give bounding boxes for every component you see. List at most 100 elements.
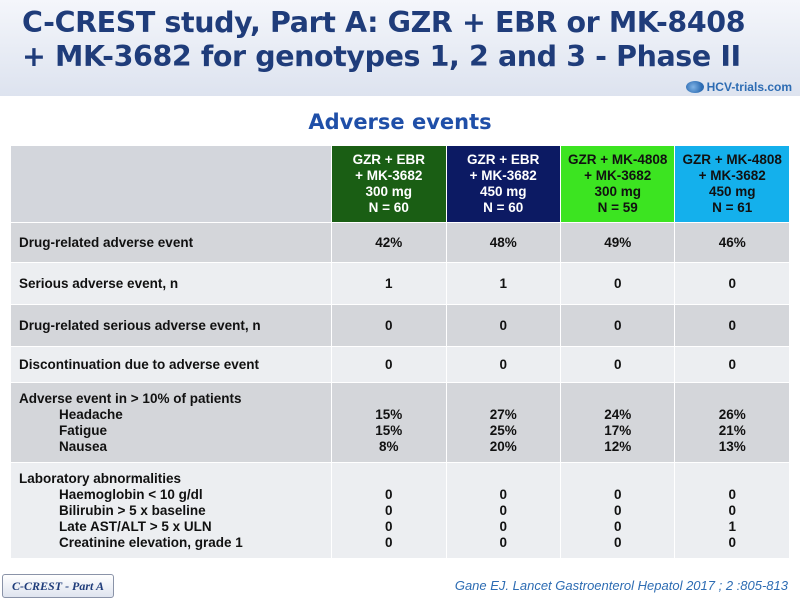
arm-3-line-4: N = 59 [597, 200, 638, 215]
row-value: 0 [499, 502, 507, 518]
row-value: 25% [489, 422, 517, 438]
arm-header-1: GZR + EBR + MK-3682 300 mg N = 60 [331, 145, 447, 223]
arm-header-2: GZR + EBR + MK-3682 450 mg N = 60 [445, 145, 561, 223]
arm-1-line-1: GZR + EBR [352, 152, 425, 167]
arm-3-line-3: 300 mg [594, 184, 641, 199]
row-label: Serious adverse event, n [9, 262, 333, 305]
row-value: 0 [613, 518, 622, 534]
slide-title-line-1: C-CREST study, Part A: GZR + EBR or MK-8… [22, 6, 746, 39]
row-value: 1 [445, 262, 561, 305]
group-heading: Laboratory abnormalities [19, 470, 182, 486]
section-title: Adverse events [308, 110, 492, 134]
row-label-group: Adverse event in > 10% of patients Heada… [9, 382, 333, 463]
row-value-group: 26% 21% 13% [674, 382, 790, 463]
study-tag: C-CREST - Part A [2, 574, 114, 598]
row-value: 0 [331, 346, 447, 383]
citation: Gane EJ. Lancet Gastroenterol Hepatol 20… [454, 578, 788, 593]
arm-header-4: GZR + MK-4808 + MK-3682 450 mg N = 61 [674, 145, 790, 223]
row-value: 0 [728, 486, 736, 502]
row-value-group: 0 0 0 0 [331, 462, 447, 559]
arm-1-line-2: + MK-3682 [355, 168, 423, 183]
row-value: 13% [718, 438, 746, 454]
table-row: Drug-related serious adverse event, n 0 … [9, 304, 790, 347]
row-value: 8% [379, 438, 399, 454]
row-value: 0 [728, 502, 736, 518]
row-value: 0 [559, 304, 676, 347]
arm-2-line-4: N = 60 [483, 200, 524, 215]
title-banner: C-CREST study, Part A: GZR + EBR or MK-8… [0, 0, 800, 96]
row-value: 49% [559, 222, 676, 263]
group-heading: Adverse event in > 10% of patients [19, 390, 242, 406]
sub-item-label: Nausea [59, 438, 108, 454]
table-row: Serious adverse event, n 1 1 0 0 [9, 262, 790, 305]
row-value: 0 [331, 304, 447, 347]
row-label-group: Laboratory abnormalities Haemoglobin < 1… [9, 462, 333, 559]
row-value: 0 [445, 304, 561, 347]
table-header-row: GZR + EBR + MK-3682 300 mg N = 60 GZR + … [9, 145, 790, 223]
row-value: 0 [728, 534, 736, 550]
arm-2-line-2: + MK-3682 [469, 168, 537, 183]
row-value-group: 0 0 1 0 [674, 462, 790, 559]
sub-item-label: Late AST/ALT > 5 x ULN [59, 518, 212, 534]
row-value: 0 [445, 346, 561, 383]
row-value: 12% [604, 438, 632, 454]
header-blank-cell [9, 145, 333, 223]
arm-header-3: GZR + MK-4808 + MK-3682 300 mg N = 59 [559, 145, 676, 223]
sub-item-label: Bilirubin > 5 x baseline [59, 502, 206, 518]
arm-4-line-3: 450 mg [708, 184, 756, 199]
row-value: 21% [718, 422, 746, 438]
row-value: 26% [718, 406, 746, 422]
row-value: 0 [385, 518, 393, 534]
arm-2-line-1: GZR + EBR [467, 152, 540, 167]
row-value: 48% [445, 222, 561, 263]
table-row: Adverse event in > 10% of patients Heada… [9, 382, 790, 463]
row-value: 27% [489, 406, 517, 422]
arm-4-line-1: GZR + MK-4808 [682, 152, 782, 167]
row-value-group: 0 0 0 0 [559, 462, 676, 559]
row-value: 15% [375, 406, 403, 422]
arm-3-line-1: GZR + MK-4808 [568, 152, 668, 167]
slide-title-line-2: + MK-3682 for genotypes 1, 2 and 3 - Pha… [22, 40, 741, 73]
arm-4-line-2: + MK-3682 [698, 168, 766, 183]
row-value: 24% [604, 406, 632, 422]
row-value: 42% [331, 222, 447, 263]
row-label: Drug-related serious adverse event, n [9, 304, 333, 347]
row-value: 0 [499, 518, 507, 534]
brand-name: HCV-trials.com [706, 80, 792, 94]
table-row: Drug-related adverse event 42% 48% 49% 4… [9, 222, 790, 263]
row-value: 0 [613, 486, 622, 502]
sub-item-label: Creatinine elevation, grade 1 [59, 534, 243, 550]
row-value: 0 [674, 304, 790, 347]
row-value: 46% [674, 222, 790, 263]
row-value: 0 [613, 502, 622, 518]
arm-3-line-2: + MK-3682 [584, 168, 652, 183]
adverse-events-table: GZR + EBR + MK-3682 300 mg N = 60 GZR + … [9, 145, 790, 559]
row-value: 0 [674, 346, 790, 383]
row-value: 1 [331, 262, 447, 305]
row-value: 15% [375, 422, 403, 438]
row-value: 0 [499, 486, 507, 502]
arm-4-line-4: N = 61 [712, 200, 753, 215]
arm-1-line-3: 300 mg [365, 184, 413, 199]
row-value: 0 [385, 502, 393, 518]
row-label: Discontinuation due to adverse event [9, 346, 333, 383]
row-value: 0 [385, 486, 393, 502]
arm-1-line-4: N = 60 [368, 200, 409, 215]
row-value-group: 0 0 0 0 [445, 462, 561, 559]
row-value-group: 24% 17% 12% [559, 382, 676, 463]
table-row: Laboratory abnormalities Haemoglobin < 1… [9, 462, 790, 559]
row-value: 0 [613, 534, 622, 550]
sub-item-label: Fatigue [59, 422, 108, 438]
row-value: 0 [559, 262, 676, 305]
table-row: Discontinuation due to adverse event 0 0… [9, 346, 790, 383]
row-value: 0 [674, 262, 790, 305]
brand-logo: HCV-trials.com [685, 78, 792, 96]
row-value: 0 [499, 534, 507, 550]
row-value: 17% [604, 422, 632, 438]
row-value: 0 [559, 346, 676, 383]
slide-title: C-CREST study, Part A: GZR + EBR or MK-8… [22, 6, 792, 74]
sub-item-label: Headache [59, 406, 123, 422]
row-label: Drug-related adverse event [9, 222, 333, 263]
row-value-group: 27% 25% 20% [445, 382, 561, 463]
row-value-group: 15% 15% 8% [331, 382, 447, 463]
